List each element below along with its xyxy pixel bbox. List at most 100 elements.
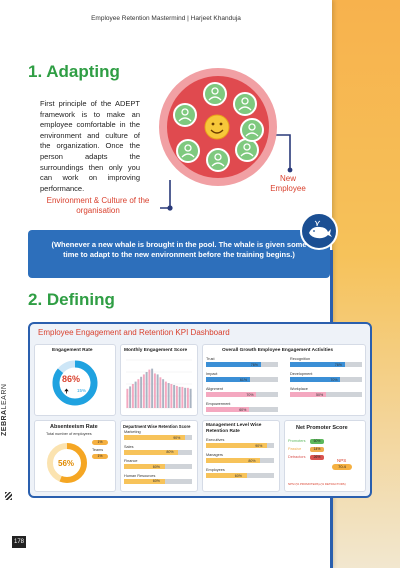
nps-formula: NPS=(% PROMOTERS)-(% DETRACTORS): [288, 482, 346, 486]
monthly-engagement-title: Monthly Engagement Score: [124, 348, 188, 353]
growth-item-value: 61%: [239, 377, 248, 382]
page-number: 178: [12, 536, 26, 548]
department-item-value: 80%: [166, 450, 174, 454]
monthly-engagement-bar: [159, 377, 162, 408]
monthly-engagement-bar: [134, 381, 137, 408]
management-item-label: Employees: [206, 468, 225, 472]
nps-row-value: 26%: [310, 455, 324, 460]
management-item-label: Managers: [206, 453, 223, 457]
monthly-engagement-bar: [126, 388, 129, 408]
dashboard-title: Employee Engagement and Retention KPI Da…: [38, 328, 230, 337]
nps-card: [284, 420, 366, 492]
monthly-engagement-bar: [142, 374, 145, 408]
running-head: Employee Retention Mastermind | Harjeet …: [91, 15, 241, 22]
nps-value: 70.4: [332, 464, 352, 470]
monthly-engagement-bar: [129, 386, 132, 408]
monthly-engagement-bar: [140, 376, 143, 408]
total-employees-value: 1%: [92, 440, 108, 445]
department-item-value: 60%: [152, 479, 160, 483]
nps-label: NPS: [337, 458, 347, 463]
environment-connector-dot: [167, 205, 173, 211]
monthly-engagement-chart: [126, 359, 192, 409]
department-item-bar: [124, 449, 179, 455]
new-employee-caption: New Employee: [270, 174, 306, 193]
growth-item-bar: [290, 362, 345, 367]
growth-item-value: 60%: [239, 407, 247, 412]
overall-growth-title: Overall Growth Employee Engagement Activ…: [222, 348, 333, 353]
monthly-engagement-bar: [181, 386, 184, 408]
monthly-engagement-bar: [175, 385, 178, 408]
management-item-label: Executives: [206, 438, 225, 442]
employee-bubble-bottom: [206, 148, 230, 172]
brand-stripes-icon: [5, 492, 12, 500]
monthly-engagement-bar: [151, 368, 154, 408]
monthly-engagement-bar: [153, 373, 156, 408]
monthly-engagement-bar: [137, 379, 140, 408]
growth-item-value: 70%: [330, 377, 338, 382]
growth-item-value: 50%: [316, 392, 324, 397]
nps-row-label: Detractors: [288, 455, 306, 459]
department-item-label: Human Resources: [124, 473, 156, 478]
section-title-adapting: 1. Adapting: [28, 62, 120, 81]
whale-icon-badge: [300, 212, 338, 250]
nps-row-label: Passive: [288, 447, 302, 451]
growth-item-value: 76%: [334, 362, 342, 367]
environment-connector-line: [160, 180, 171, 209]
section-title-defining: 2. Defining: [28, 290, 115, 309]
new-employee-connector-dot: [287, 167, 293, 173]
department-item-value: 90%: [173, 435, 181, 440]
teams-value: 1%: [92, 454, 108, 459]
growth-item-label: Workplace: [290, 387, 308, 391]
up-arrow-icon: 🠉: [64, 389, 69, 395]
management-retention-card: [202, 420, 280, 492]
growth-item-bar: [206, 362, 261, 367]
nps-row-value: 60%: [310, 439, 324, 444]
monthly-engagement-bar: [145, 372, 148, 408]
whale-note-band: [28, 230, 330, 278]
engagement-rate-change: 15%: [77, 388, 87, 393]
management-retention-title: Management Level Wise Retention Rate: [206, 423, 262, 434]
department-item-bar: [124, 478, 165, 484]
nps-row-label: Promoters: [288, 439, 306, 443]
growth-item-bar: [290, 377, 341, 382]
management-item-value: 90%: [255, 443, 263, 448]
employee-bubble-bottom-right: [235, 138, 259, 162]
absenteeism-value: 56%: [58, 459, 75, 468]
monthly-engagement-bar: [162, 379, 165, 408]
department-item-label: Finance: [124, 459, 138, 463]
monthly-engagement-bar: [173, 384, 176, 408]
monthly-engagement-bar: [167, 383, 170, 408]
whale-note-text: (Whenever a new whale is brought in the …: [51, 240, 307, 259]
whale-icon: [309, 220, 332, 239]
growth-item-label: Development: [290, 372, 313, 376]
department-item-bar: [124, 464, 165, 469]
engagement-rate-donut: [52, 360, 98, 406]
growth-item-label: Alignment: [206, 387, 223, 391]
growth-item-bar: [206, 407, 250, 412]
growth-item-label: Impact: [206, 372, 218, 376]
monthly-engagement-bar: [186, 387, 189, 408]
absenteeism-title: Absenteeism Rate: [50, 424, 98, 430]
absenteeism-donut: [47, 443, 87, 483]
smiley-face-icon: [204, 114, 230, 140]
department-item-value: 60%: [152, 464, 160, 469]
new-employee-bubble: [240, 118, 264, 142]
management-item-bar: [206, 473, 247, 478]
monthly-engagement-bar: [148, 369, 151, 408]
engagement-rate-title: Engagement Rate: [52, 348, 93, 353]
growth-item-bar: [206, 377, 250, 382]
nps-row-value: 14%: [310, 447, 324, 452]
employee-bubble-bottom-left: [176, 139, 200, 163]
zebralearn-brand: ZEBRALEARN: [1, 376, 8, 436]
management-item-value: 80%: [248, 458, 256, 463]
department-item-label: Sales: [124, 444, 134, 449]
management-item-bar: [206, 443, 268, 448]
absenteeism-arc: [47, 443, 87, 483]
nps-title: Net Promoter Score: [296, 425, 348, 431]
employee-bubble-top-right: [233, 92, 257, 116]
department-item-bar: [124, 435, 186, 440]
teams-label: Teams: [92, 448, 104, 452]
growth-item-bar: [206, 392, 257, 397]
engagement-rate-value: 86%: [62, 374, 81, 384]
